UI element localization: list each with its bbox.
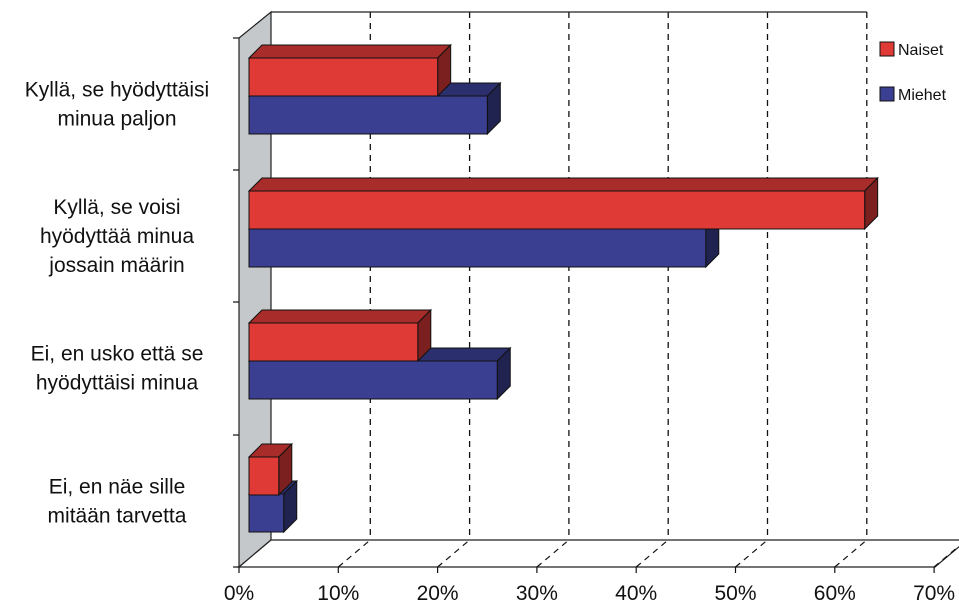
category-label-line: Kyllä, se voisi — [53, 196, 180, 219]
bar-naiset — [247, 442, 293, 497]
x-tick-label: 60% — [814, 582, 856, 605]
category-label: Kyllä, se hyödyttäisi minua paljon — [25, 79, 209, 131]
x-tick-label: 0% — [224, 582, 254, 605]
legend: Naiset Miehet — [879, 41, 947, 104]
bar-front-face — [248, 228, 707, 268]
gridline-floor — [437, 539, 470, 568]
legend-swatch-miehet — [879, 86, 895, 102]
bar-top-face — [247, 177, 879, 192]
bar-front-face — [248, 57, 439, 97]
x-tick-label: 50% — [714, 582, 756, 605]
category-label-line: minua paljon — [57, 108, 176, 131]
gridline-floor — [635, 539, 669, 568]
x-tick-label: 20% — [417, 582, 459, 605]
category-label-line: hyödyttää minua — [40, 225, 194, 248]
legend-label-naiset: Naiset — [898, 42, 944, 59]
bar-front-face — [248, 322, 419, 362]
category-label-line: jossain määrin — [48, 254, 184, 277]
bar-front-face — [248, 360, 498, 400]
gridlines — [271, 11, 959, 568]
legend-label-miehet: Miehet — [898, 87, 947, 104]
category-label-line: Ei, en usko että se — [31, 343, 204, 366]
bar-front-face — [248, 190, 866, 230]
category-label-line: hyödyttäisi minua — [36, 372, 199, 395]
bar-naiset — [247, 43, 452, 98]
axis-ticks: 0% 10% 20% 30% 40% 50% 60% 70% — [224, 37, 955, 605]
bar-naiset — [247, 176, 879, 231]
bar-top-face — [247, 44, 452, 59]
gridline-floor — [834, 539, 868, 568]
bar-top-face — [247, 309, 433, 324]
category-label: Ei, en näe sille mitään tarvetta — [48, 476, 187, 528]
x-tick-label: 10% — [317, 582, 359, 605]
bar-front-face — [248, 95, 488, 135]
gridline-floor — [735, 539, 768, 568]
category-label-line: Ei, en näe sille — [49, 476, 186, 499]
category-label: Ei, en usko että se hyödyttäisi minua — [31, 343, 204, 395]
category-labels: Kyllä, se hyödyttäisi minua paljonKyllä, … — [25, 79, 209, 528]
bars — [247, 43, 879, 534]
bar-naiset — [247, 308, 433, 363]
x-tick-label: 40% — [615, 582, 657, 605]
x-tick-label: 30% — [516, 582, 558, 605]
category-label-line: Kyllä, se hyödyttäisi — [25, 79, 209, 102]
gridline-floor — [337, 539, 371, 568]
bar-front-face — [248, 493, 285, 533]
x-tick-label: 70% — [913, 582, 955, 605]
legend-swatch-naiset — [879, 41, 895, 57]
category-label: Kyllä, se voisi hyödyttää minua jossain mä… — [40, 196, 194, 277]
chart-floor — [237, 539, 959, 568]
gridline-floor — [536, 539, 570, 568]
category-label-line: mitään tarvetta — [48, 505, 187, 528]
bar-front-face — [248, 456, 280, 496]
